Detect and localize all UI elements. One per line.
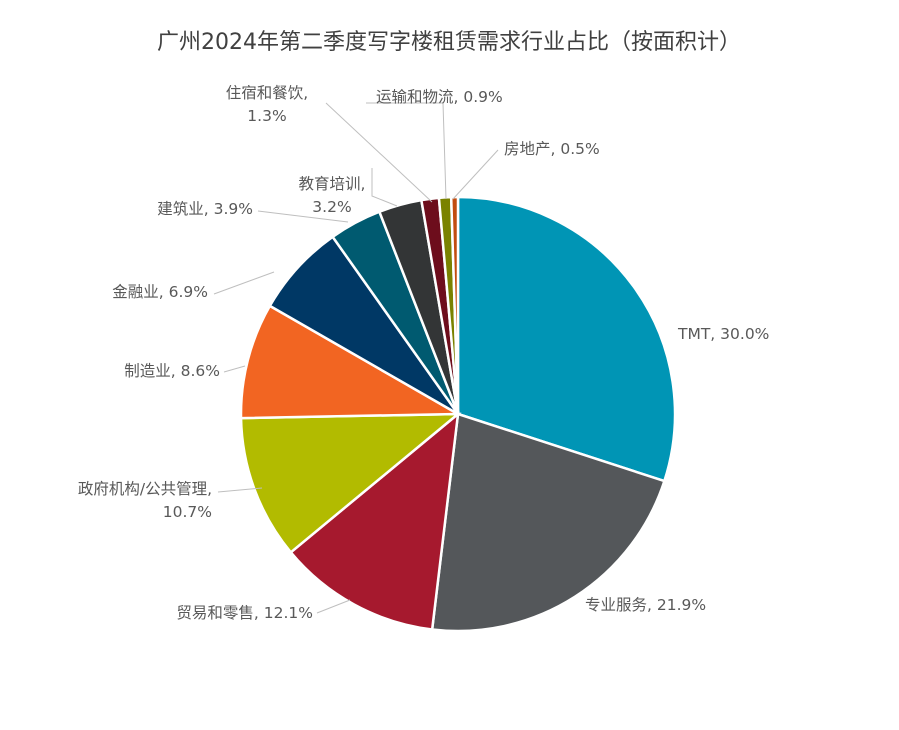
slice-label: 金融业, 6.9% — [112, 283, 208, 301]
slice-label-line: 运输和物流, 0.9% — [376, 88, 503, 106]
leader-lines — [213, 102, 499, 614]
slice-label-line: 1.3% — [247, 107, 286, 125]
slice-label: 政府机构/公共管理, 10.7% — [78, 480, 212, 521]
pie-slice — [239, 304, 463, 420]
pie-slices — [239, 195, 677, 633]
leader-line — [371, 168, 398, 207]
slice-label-line: 制造业, 8.6% — [124, 362, 220, 380]
pie-slice — [289, 411, 460, 631]
pie-slice — [239, 412, 462, 555]
slice-label-line: 政府机构/公共管理, — [78, 480, 212, 498]
slice-label: 房地产, 0.5% — [504, 140, 600, 158]
slice-label-line: 建筑业, 3.9% — [157, 200, 253, 218]
slice-label-line: 贸易和零售, 12.1% — [176, 604, 313, 622]
pie-slice — [430, 412, 666, 633]
chart-title: 广州2024年第二季度写字楼租赁需求行业占比（按面积计） — [157, 30, 741, 55]
slice-label-line: 房地产, 0.5% — [504, 140, 600, 158]
slice-label: 制造业, 8.6% — [124, 362, 220, 380]
slice-label-line: 金融业, 6.9% — [112, 283, 208, 301]
slice-label-line: 10.7% — [163, 503, 212, 521]
slice-label-line: 教育培训, — [299, 175, 366, 193]
slice-label: 教育培训, 3.2% — [299, 175, 366, 216]
leader-line — [452, 149, 499, 200]
slice-label-line: 专业服务, 21.9% — [585, 596, 706, 614]
leader-line — [223, 365, 246, 373]
leader-line — [257, 210, 349, 223]
slice-label: 贸易和零售, 12.1% — [176, 604, 313, 622]
leader-line — [316, 599, 351, 614]
slice-label: 专业服务, 21.9% — [585, 596, 706, 614]
slice-label: 运输和物流, 0.9% — [376, 88, 503, 106]
pie-slice — [456, 195, 677, 483]
slice-label: 住宿和餐饮, 1.3% — [226, 84, 308, 125]
slice-label: TMT, 30.0% — [677, 325, 769, 343]
leader-line — [325, 102, 433, 203]
slice-label-line: TMT, 30.0% — [677, 325, 769, 343]
leader-line — [217, 487, 263, 493]
slice-label-line: 住宿和餐饮, — [226, 84, 308, 102]
leader-line — [366, 102, 447, 200]
slice-label: 建筑业, 3.9% — [157, 200, 253, 218]
slice-labels: TMT, 30.0% 专业服务, 21.9% 贸易和零售, 12.1% 政府机构/公共… — [78, 84, 770, 622]
leader-line — [213, 271, 275, 295]
slice-label-line: 3.2% — [312, 198, 351, 216]
